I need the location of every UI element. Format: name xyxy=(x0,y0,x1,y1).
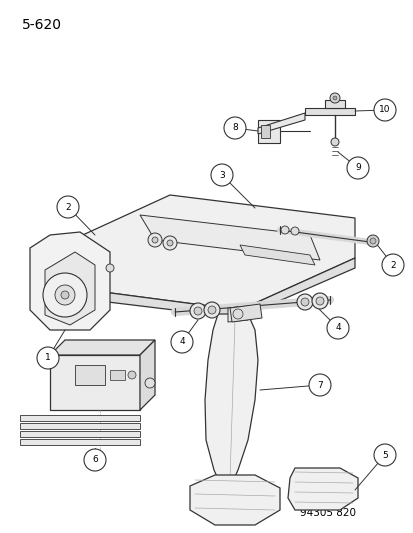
Polygon shape xyxy=(257,113,304,134)
Text: 4: 4 xyxy=(335,324,340,333)
Circle shape xyxy=(373,444,395,466)
Circle shape xyxy=(171,331,192,353)
Polygon shape xyxy=(140,340,154,410)
Polygon shape xyxy=(204,314,257,488)
Circle shape xyxy=(61,291,69,299)
Circle shape xyxy=(381,254,403,276)
Polygon shape xyxy=(50,195,354,310)
Circle shape xyxy=(332,96,336,100)
Circle shape xyxy=(211,164,233,186)
Circle shape xyxy=(326,317,348,339)
Text: 2: 2 xyxy=(65,203,71,212)
Circle shape xyxy=(37,347,59,369)
Text: 9: 9 xyxy=(354,164,360,173)
Circle shape xyxy=(106,264,114,272)
Circle shape xyxy=(346,157,368,179)
Circle shape xyxy=(84,449,106,471)
Polygon shape xyxy=(304,108,354,115)
Polygon shape xyxy=(230,304,261,322)
Circle shape xyxy=(204,302,219,318)
Circle shape xyxy=(366,235,378,247)
Polygon shape xyxy=(20,415,140,421)
Polygon shape xyxy=(240,245,314,265)
Polygon shape xyxy=(50,355,140,410)
Text: 10: 10 xyxy=(378,106,390,115)
Circle shape xyxy=(233,309,242,319)
Polygon shape xyxy=(75,365,105,385)
Text: 5: 5 xyxy=(381,450,387,459)
Text: 8: 8 xyxy=(232,124,237,133)
Polygon shape xyxy=(140,215,319,260)
Circle shape xyxy=(147,233,161,247)
Circle shape xyxy=(223,117,245,139)
Polygon shape xyxy=(20,431,140,437)
Polygon shape xyxy=(20,439,140,445)
Polygon shape xyxy=(110,370,125,380)
Text: 1: 1 xyxy=(45,353,51,362)
Circle shape xyxy=(43,273,87,317)
Text: 7: 7 xyxy=(316,381,322,390)
Text: 5-620: 5-620 xyxy=(22,18,62,32)
Polygon shape xyxy=(190,475,279,525)
Circle shape xyxy=(128,371,136,379)
Circle shape xyxy=(145,378,154,388)
Circle shape xyxy=(57,196,79,218)
Polygon shape xyxy=(260,125,269,138)
Circle shape xyxy=(163,236,177,250)
Circle shape xyxy=(207,306,216,314)
Circle shape xyxy=(290,227,298,235)
Circle shape xyxy=(55,285,75,305)
Polygon shape xyxy=(30,232,110,330)
Circle shape xyxy=(315,297,323,305)
Polygon shape xyxy=(50,340,154,355)
Circle shape xyxy=(280,226,288,234)
Circle shape xyxy=(311,293,327,309)
Text: 2: 2 xyxy=(389,261,395,270)
Circle shape xyxy=(296,294,312,310)
Polygon shape xyxy=(20,423,140,429)
Circle shape xyxy=(152,237,158,243)
Circle shape xyxy=(308,374,330,396)
Circle shape xyxy=(330,138,338,146)
Circle shape xyxy=(190,303,206,319)
Circle shape xyxy=(329,93,339,103)
Circle shape xyxy=(194,307,202,315)
Circle shape xyxy=(373,99,395,121)
Polygon shape xyxy=(324,100,344,108)
Text: 6: 6 xyxy=(92,456,97,464)
Circle shape xyxy=(369,238,375,244)
Polygon shape xyxy=(50,258,354,318)
Circle shape xyxy=(166,240,173,246)
Text: 94305 820: 94305 820 xyxy=(299,508,355,518)
Polygon shape xyxy=(287,468,357,510)
Polygon shape xyxy=(45,252,95,325)
Polygon shape xyxy=(228,306,247,322)
Polygon shape xyxy=(257,120,279,143)
Text: 3: 3 xyxy=(218,171,224,180)
Circle shape xyxy=(300,298,308,306)
Text: 4: 4 xyxy=(179,337,184,346)
